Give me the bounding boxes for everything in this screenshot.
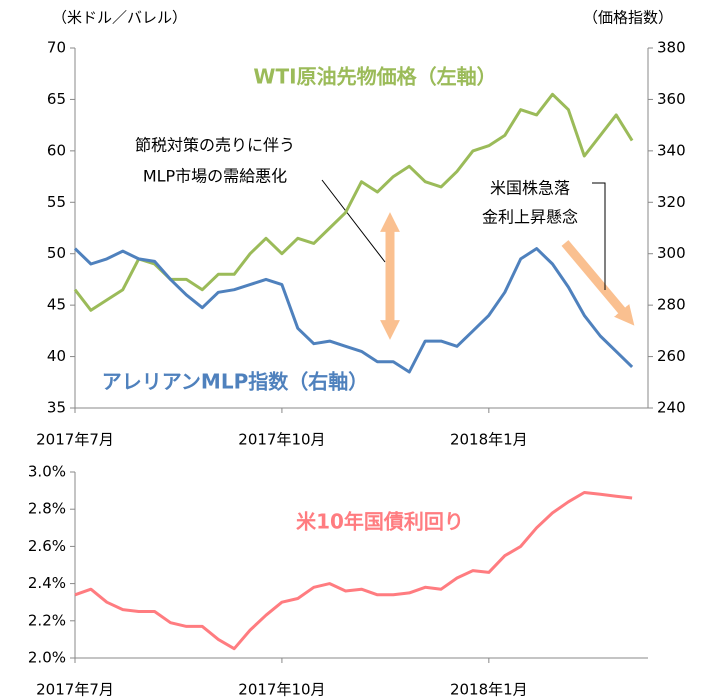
arrow <box>561 240 635 326</box>
y2-tick-label: 280 <box>657 296 686 314</box>
series-line <box>73 92 634 312</box>
y-tick-label: 2.0% <box>28 649 66 667</box>
y-tick-label: 2.4% <box>28 574 66 592</box>
y2-tick-label: 260 <box>657 347 686 365</box>
x-tick-label: 2017年7月 <box>36 681 114 699</box>
annotation: 金利上昇懸念 <box>482 208 578 227</box>
annotation: MLP市場の需給悪化 <box>143 167 287 186</box>
series-label: WTI原油先物価格（左軸） <box>253 65 496 89</box>
x-tick-label: 2018年1月 <box>450 431 528 449</box>
series-label: 米10年国債利回り <box>296 510 464 534</box>
y2-tick-label: 340 <box>657 141 686 159</box>
x-tick-label: 2017年7月 <box>36 431 114 449</box>
y-tick-label: 55 <box>47 193 66 211</box>
y-tick-label: 50 <box>47 244 66 262</box>
x-tick-label: 2018年1月 <box>450 681 528 699</box>
y2-tick-label: 380 <box>657 39 686 57</box>
series-line <box>73 247 634 374</box>
x-tick-label: 2017年10月 <box>238 431 325 449</box>
annotation: 節税対策の売りに伴う <box>135 136 295 155</box>
y2-tick-label: 300 <box>657 244 686 262</box>
y2-axis-title: （価格指数） <box>583 9 673 27</box>
y-axis-title: （米ドル／バレル） <box>52 9 187 27</box>
annotation: 米国株急落 <box>490 179 570 198</box>
y-tick-label: 70 <box>47 39 66 57</box>
y-tick-label: 35 <box>47 399 66 417</box>
x-tick-label: 2017年10月 <box>238 681 325 699</box>
y2-tick-label: 320 <box>657 193 686 211</box>
y2-tick-label: 240 <box>657 399 686 417</box>
y-tick-label: 2.2% <box>28 611 66 629</box>
series-line <box>74 491 633 651</box>
y-tick-label: 2.6% <box>28 537 66 555</box>
y-tick-label: 3.0% <box>28 463 66 481</box>
y-tick-label: 60 <box>47 141 66 159</box>
y-tick-label: 45 <box>47 296 66 314</box>
y-tick-label: 65 <box>47 90 66 108</box>
series-label: アレリアンMLP指数（右軸） <box>102 370 369 394</box>
callout-line <box>592 182 606 290</box>
callout-line <box>321 179 386 263</box>
y2-tick-label: 360 <box>657 90 686 108</box>
y-tick-label: 2.8% <box>28 500 66 518</box>
y-tick-label: 40 <box>47 347 66 365</box>
